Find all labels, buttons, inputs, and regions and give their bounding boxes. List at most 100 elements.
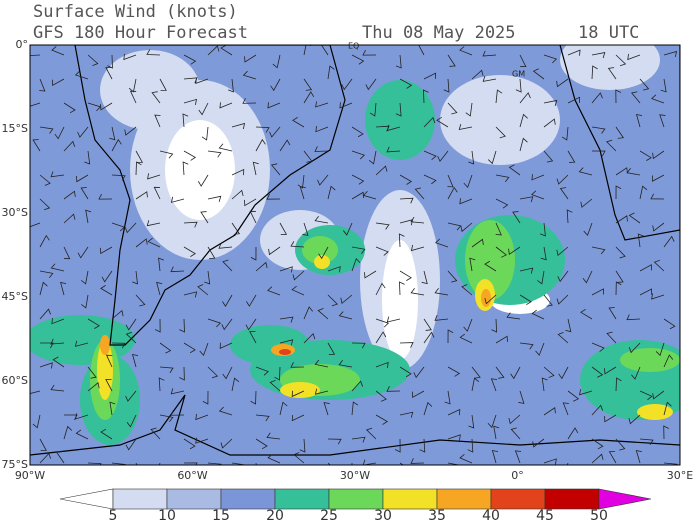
wind-barb — [111, 174, 126, 181]
time: 18 UTC — [578, 23, 639, 43]
wind-barb — [362, 459, 377, 465]
wind-barb — [39, 126, 54, 134]
colorbar-segment — [220, 488, 276, 510]
colorbar-segment — [544, 488, 600, 510]
wind-barb — [543, 458, 557, 465]
wind-barb — [583, 222, 593, 236]
wind-barb — [179, 366, 185, 381]
wind-barb — [591, 52, 606, 59]
wind-barb — [437, 150, 449, 163]
wind-barb — [327, 65, 335, 80]
wind-barb — [293, 452, 305, 464]
wind-barb — [580, 198, 593, 208]
colorbar-tick-label: 10 — [158, 508, 176, 524]
wind-barb — [267, 453, 281, 464]
wind-barb — [207, 318, 222, 328]
wind-barb — [484, 260, 497, 272]
wind-barb — [515, 78, 522, 93]
wind-barb — [508, 246, 521, 256]
wind-barb — [484, 294, 497, 305]
wind-barb — [303, 306, 314, 320]
wind-barb — [60, 281, 67, 296]
wind-barb — [635, 113, 643, 128]
wind-barb — [531, 190, 545, 200]
wind-barb — [299, 438, 306, 453]
wind-barb — [447, 186, 458, 200]
wind-barb — [447, 222, 462, 231]
wind-barb — [315, 101, 329, 108]
wind-barbs — [30, 45, 678, 465]
wind-barb — [606, 331, 617, 344]
wind-barb — [660, 78, 667, 93]
wind-barb — [653, 259, 665, 272]
wind-barb — [495, 126, 506, 139]
wind-barb — [541, 377, 548, 392]
wind-barb — [77, 246, 89, 259]
wind-barb — [147, 173, 161, 180]
wind-barb — [351, 126, 364, 138]
wind-barb — [375, 165, 388, 176]
wind-barb — [250, 390, 257, 405]
wind-barb — [279, 266, 293, 273]
wind-barb — [637, 233, 644, 248]
lat-label: 30°S — [2, 206, 28, 219]
wind-barb — [63, 213, 76, 224]
wind-barb — [198, 102, 209, 116]
wind-barb — [111, 309, 124, 320]
lon-label: 30°W — [340, 469, 370, 482]
wind-barb — [434, 288, 449, 296]
wind-barb — [158, 257, 164, 272]
wind-barb — [395, 54, 402, 69]
wind-barb — [202, 390, 209, 405]
wind-barb — [218, 242, 233, 249]
colorbar-segment — [598, 488, 652, 510]
wind-barb — [651, 293, 665, 300]
wind-barb — [615, 281, 622, 296]
wind-barb — [465, 102, 473, 117]
wind-barb — [434, 315, 449, 321]
wind-barb — [125, 318, 137, 331]
wind-barb — [487, 414, 497, 429]
wind-barb — [219, 342, 233, 349]
wind-barb — [567, 427, 579, 440]
colorbar-tick-label: 45 — [536, 508, 554, 524]
wind-barb — [30, 54, 41, 57]
wind-barb — [565, 318, 572, 333]
wind-barb — [444, 390, 451, 405]
wind-barb — [87, 366, 97, 379]
wind-barb — [50, 171, 65, 178]
wind-barb — [228, 78, 234, 93]
wind-barb — [109, 401, 116, 416]
wind-barb — [628, 414, 641, 425]
wind-barb — [663, 401, 672, 416]
wind-barb — [519, 294, 532, 306]
wind-barb — [351, 436, 366, 443]
wind-barb — [315, 126, 329, 133]
wind-barb — [327, 294, 339, 307]
wind-barb — [463, 174, 473, 189]
wind-barb — [566, 209, 573, 224]
wind-barb — [81, 294, 89, 309]
wind-barb — [369, 102, 377, 117]
wind-barb — [493, 425, 500, 440]
wind-barb — [508, 164, 521, 176]
wind-barb — [468, 414, 475, 429]
wind-barb — [270, 163, 281, 176]
wind-barb — [135, 294, 146, 307]
wind-barb — [652, 150, 665, 160]
wind-barb — [639, 438, 654, 446]
wind-barb — [368, 150, 377, 165]
colorbar-tick-label: 50 — [590, 508, 608, 524]
wind-barb — [447, 408, 461, 416]
wind-barb — [87, 54, 99, 67]
wind-barb — [447, 54, 456, 67]
wind-barb — [182, 161, 189, 176]
wind-barb — [125, 390, 137, 402]
wind-barb — [604, 414, 617, 423]
wind-barb — [508, 414, 521, 425]
wind-barb — [651, 94, 665, 104]
wind-barb — [150, 427, 161, 440]
wind-barb — [317, 174, 329, 186]
wind-barb — [447, 270, 458, 283]
wind-barb — [341, 78, 353, 91]
